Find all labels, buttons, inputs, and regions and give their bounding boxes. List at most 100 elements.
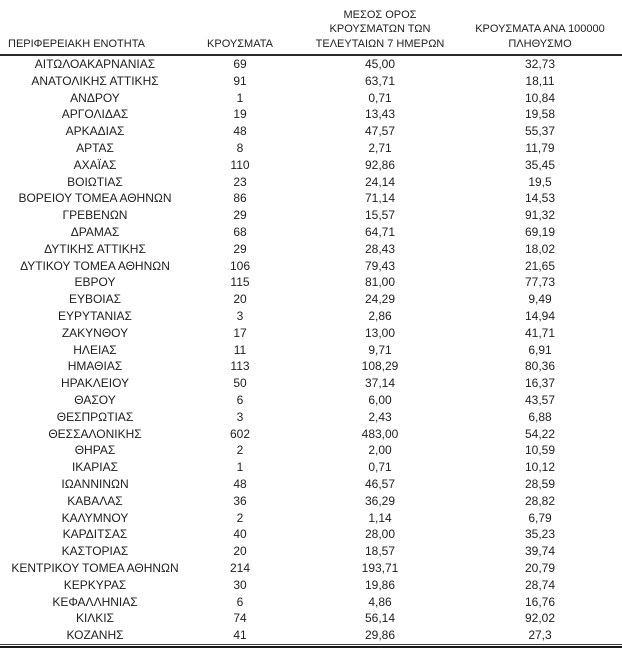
- cell-avg_7day: 13,00: [364, 325, 396, 340]
- table-row: ΚΙΛΚΙΣ 74 56,14 92,02: [0, 610, 622, 627]
- cell-cases: 115: [230, 275, 250, 290]
- table-row: ΘΑΣΟΥ 6 6,00 43,57: [0, 392, 622, 409]
- cell-per_100k: 41,71: [524, 325, 556, 340]
- cell-per_100k: 20,79: [524, 560, 556, 575]
- cell-cases: 86: [233, 191, 247, 206]
- table-row: ΚΑΡΔΙΤΣΑΣ 40 28,00 35,23: [0, 526, 622, 543]
- cell-region: ΘΕΣΣΑΛΟΝΙΚΗΣ: [48, 426, 142, 441]
- cell-cases: 48: [233, 476, 247, 491]
- table-row: ΚΟΖΑΝΗΣ 41 29,86 27,3: [0, 627, 622, 645]
- column-header-region: ΠΕΡΙΦΕΡΕΙΑΚΗ ΕΝΟΤΗΤΑ: [0, 0, 190, 56]
- cell-per_100k: 10,84: [524, 90, 556, 105]
- column-header-avg-7day-label: ΜΕΣΟΣ ΟΡΟΣ ΚΡΟΥΣΜΑΤΩΝ ΤΩΝ ΤΕΛΕΥΤΑΙΩΝ 7 Η…: [315, 8, 445, 50]
- cell-cases: 68: [233, 224, 247, 239]
- column-header-cases-label: ΚΡΟΥΣΜΑΤΑ: [207, 37, 273, 50]
- cell-region: ΚΕΝΤΡΙΚΟΥ ΤΟΜΕΑ ΑΘΗΝΩΝ: [11, 560, 179, 575]
- table-row: ΓΡΕΒΕΝΩΝ 29 15,57 91,32: [0, 207, 622, 224]
- cell-avg_7day: 13,43: [364, 107, 396, 122]
- cell-per_100k: 77,73: [524, 275, 556, 290]
- cell-avg_7day: 1,14: [368, 510, 392, 525]
- table-body: ΑΙΤΩΛΟΑΚΑΡΝΑΝΙΑΣ 69 45,00 32,73 ΑΝΑΤΟΛΙΚΗΣ Α…: [0, 55, 622, 645]
- cell-region: ΚΑΡΔΙΤΣΑΣ: [62, 527, 128, 542]
- cell-avg_7day: 2,86: [368, 308, 392, 323]
- cell-per_100k: 6,91: [528, 342, 552, 357]
- cell-region: ΑΙΤΩΛΟΑΚΑΡΝΑΝΙΑΣ: [34, 57, 156, 71]
- cell-region: ΖΑΚΥΝΘΟΥ: [61, 325, 129, 340]
- cell-region: ΔΥΤΙΚΗΣ ΑΤΤΙΚΗΣ: [44, 241, 146, 256]
- table-row: ΑΙΤΩΛΟΑΚΑΡΝΑΝΙΑΣ 69 45,00 32,73: [0, 55, 622, 73]
- table-row: ΘΕΣΠΡΩΤΙΑΣ 3 2,43 6,88: [0, 409, 622, 426]
- cell-per_100k: 14,53: [524, 191, 556, 206]
- cell-region: ΗΜΑΘΙΑΣ: [67, 359, 123, 374]
- cell-avg_7day: 45,00: [364, 57, 396, 71]
- cell-cases: 20: [233, 544, 247, 559]
- cell-region: ΑΝΔΡΟΥ: [70, 90, 120, 105]
- cell-avg_7day: 37,14: [364, 376, 396, 391]
- cell-region: ΕΥΒΟΙΑΣ: [68, 292, 122, 307]
- cell-region: ΔΡΑΜΑΣ: [70, 224, 120, 239]
- cell-per_100k: 27,3: [470, 627, 622, 645]
- cell-cases: 48: [233, 124, 247, 139]
- table-row: ΚΕΝΤΡΙΚΟΥ ΤΟΜΕΑ ΑΘΗΝΩΝ 214 193,71 20,79: [0, 560, 622, 577]
- table-row: ΚΕΡΚΥΡΑΣ 30 19,86 28,74: [0, 577, 622, 594]
- table-row: ΕΥΒΟΙΑΣ 20 24,29 9,49: [0, 291, 622, 308]
- table-row: ΙΚΑΡΙΑΣ 1 0,71 10,12: [0, 459, 622, 476]
- cell-per_100k: 69,19: [524, 224, 556, 239]
- cell-per_100k: 28,74: [524, 577, 556, 592]
- cell-cases: 214: [229, 560, 251, 575]
- table-row: ΑΡΓΟΛΙΔΑΣ 19 13,43 19,58: [0, 106, 622, 123]
- table-row: ΘΗΡΑΣ 2 2,00 10,59: [0, 442, 622, 459]
- cell-per_100k: 54,22: [524, 426, 556, 441]
- table-bottom-rule: [0, 645, 622, 648]
- table-row: ΖΑΚΥΝΘΟΥ 17 13,00 41,71: [0, 325, 622, 342]
- cell-avg_7day: 92,86: [364, 157, 396, 172]
- cell-avg_7day: 0,71: [368, 90, 392, 105]
- cell-per_100k: 16,76: [524, 594, 556, 609]
- table-row: ΑΧΑΪΑΣ 110 92,86 35,45: [0, 157, 622, 174]
- cell-cases: 19: [233, 107, 247, 122]
- table-row: ΔΡΑΜΑΣ 68 64,71 69,19: [0, 224, 622, 241]
- cell-cases: 113: [230, 359, 250, 374]
- table-row: ΒΟΙΩΤΙΑΣ 23 24,14 19,5: [0, 174, 622, 191]
- cell-region: ΚΙΛΚΙΣ: [75, 611, 115, 626]
- cell-per_100k: 16,37: [524, 376, 556, 391]
- cell-avg_7day: 71,14: [364, 191, 396, 206]
- cell-cases: 2: [236, 443, 244, 458]
- cell-region: ΙΩΑΝΝΙΝΩΝ: [61, 476, 129, 491]
- table-row: ΑΡΤΑΣ 8 2,71 11,79: [0, 140, 622, 157]
- cell-avg_7day: 19,86: [364, 577, 396, 592]
- cell-per_100k: 18,02: [524, 241, 556, 256]
- cell-region: ΚΕΡΚΥΡΑΣ: [63, 577, 127, 592]
- cell-region: ΚΑΒΑΛΑΣ: [67, 493, 123, 508]
- column-header-region-label: ΠΕΡΙΦΕΡΕΙΑΚΗ ΕΝΟΤΗΤΑ: [8, 37, 145, 50]
- cell-cases: 11: [233, 342, 247, 357]
- column-header-per-100k: ΚΡΟΥΣΜΑΤΑ ΑΝΑ 100000 ΠΛΗΘΥΣΜΟ: [470, 0, 622, 56]
- table-row: ΗΛΕΙΑΣ 11 9,71 6,91: [0, 342, 622, 359]
- cell-avg_7day: 81,00: [364, 275, 396, 290]
- cell-avg_7day: 4,86: [368, 594, 392, 609]
- table-row: ΕΥΡΥΤΑΝΙΑΣ 3 2,86 14,94: [0, 308, 622, 325]
- cell-per_100k: 21,65: [524, 258, 556, 273]
- cell-cases: 91: [233, 73, 247, 88]
- cell-avg_7day: 2,71: [368, 140, 392, 155]
- header-row: ΠΕΡΙΦΕΡΕΙΑΚΗ ΕΝΟΤΗΤΑ ΚΡΟΥΣΜΑΤΑ ΜΕΣΟΣ ΟΡΟ…: [0, 0, 622, 56]
- cell-cases: 23: [233, 174, 247, 189]
- cell-region: ΑΡΚΑΔΙΑΣ: [65, 124, 125, 139]
- column-header-cases: ΚΡΟΥΣΜΑΤΑ: [190, 0, 290, 56]
- cell-region: ΕΥΡΥΤΑΝΙΑΣ: [58, 308, 132, 323]
- column-header-avg-7day: ΜΕΣΟΣ ΟΡΟΣ ΚΡΟΥΣΜΑΤΩΝ ΤΩΝ ΤΕΛΕΥΤΑΙΩΝ 7 Η…: [290, 0, 470, 56]
- cell-per_100k: 35,23: [524, 527, 556, 542]
- table-header: ΠΕΡΙΦΕΡΕΙΑΚΗ ΕΝΟΤΗΤΑ ΚΡΟΥΣΜΑΤΑ ΜΕΣΟΣ ΟΡΟ…: [0, 0, 622, 56]
- cell-cases: 20: [233, 292, 247, 307]
- cell-per_100k: 80,36: [524, 359, 556, 374]
- table-row: ΑΡΚΑΔΙΑΣ 48 47,57 55,37: [0, 123, 622, 140]
- cell-avg_7day: 56,14: [364, 611, 396, 626]
- cell-cases: 40: [233, 527, 247, 542]
- cell-per_100k: 28,82: [524, 493, 556, 508]
- table-row: ΚΕΦΑΛΛΗΝΙΑΣ 6 4,86 16,76: [0, 594, 622, 611]
- cell-per_100k: 6,88: [528, 409, 552, 424]
- cell-cases: 69: [233, 57, 247, 71]
- cell-region: ΚΟΖΑΝΗΣ: [0, 627, 190, 645]
- cell-avg_7day: 79,43: [364, 258, 396, 273]
- cell-region: ΘΕΣΠΡΩΤΙΑΣ: [56, 409, 134, 424]
